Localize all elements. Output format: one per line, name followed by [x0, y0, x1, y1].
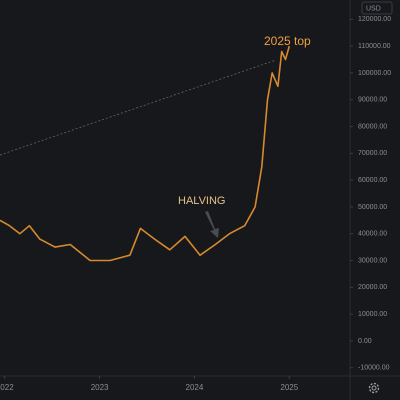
y-tick-label: 40000.00 [358, 231, 387, 238]
x-tick-label: 2023 [91, 383, 109, 392]
y-tick-label: 70000.00 [358, 150, 387, 157]
y-tick-label: 90000.00 [358, 97, 387, 104]
y-tick-label: 110000.00 [358, 43, 391, 50]
x-tick-label: 2022 [0, 383, 14, 392]
y-tick-label: 60000.00 [358, 177, 387, 184]
currency-box[interactable] [361, 1, 393, 15]
y-tick-label: 80000.00 [358, 123, 387, 130]
x-tick-label: 2025 [280, 383, 298, 392]
y-tick-label: 30000.00 [358, 257, 387, 264]
trend-line [0, 59, 277, 156]
price-line [0, 45, 291, 262]
y-tick-label: -10000.00 [358, 365, 390, 372]
annotation: 2025 top [264, 34, 311, 48]
x-tick-label: 2024 [186, 383, 204, 392]
y-tick-label: 10000.00 [358, 311, 387, 318]
currency: USD [366, 5, 381, 12]
y-tick-label: 100000.00 [358, 70, 391, 77]
y-tick-label: 120000.00 [358, 16, 391, 23]
settings-icon[interactable] [368, 382, 380, 394]
y-tick-label: 50000.00 [358, 204, 387, 211]
y-tick-label: 20000.00 [358, 284, 387, 291]
annotation: HALVING [178, 195, 225, 207]
y-tick-label: 0.00 [358, 338, 372, 345]
arrow [205, 211, 219, 238]
